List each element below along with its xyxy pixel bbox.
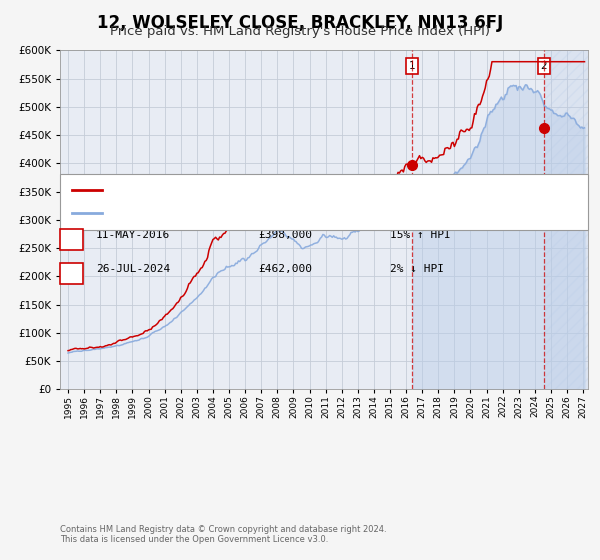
Text: £462,000: £462,000: [258, 264, 312, 274]
Text: £398,000: £398,000: [258, 230, 312, 240]
Text: 26-JUL-2024: 26-JUL-2024: [96, 264, 170, 274]
Text: 12, WOLSELEY CLOSE, BRACKLEY, NN13 6FJ (detached house): 12, WOLSELEY CLOSE, BRACKLEY, NN13 6FJ (…: [111, 185, 433, 195]
Bar: [544, 50, 591, 389]
Text: 2: 2: [541, 60, 547, 71]
Text: HPI: Average price, detached house, West Northamptonshire: HPI: Average price, detached house, West…: [111, 208, 428, 218]
Text: 11-MAY-2016: 11-MAY-2016: [96, 230, 170, 240]
Text: 1: 1: [409, 60, 415, 71]
Bar: [544, 50, 591, 389]
Text: 2: 2: [68, 264, 75, 274]
Text: 1: 1: [68, 230, 75, 240]
Text: 2% ↓ HPI: 2% ↓ HPI: [390, 264, 444, 274]
Text: Contains HM Land Registry data © Crown copyright and database right 2024.
This d: Contains HM Land Registry data © Crown c…: [60, 525, 386, 544]
Text: 12, WOLSELEY CLOSE, BRACKLEY, NN13 6FJ: 12, WOLSELEY CLOSE, BRACKLEY, NN13 6FJ: [97, 14, 503, 32]
Text: 15% ↑ HPI: 15% ↑ HPI: [390, 230, 451, 240]
Text: Price paid vs. HM Land Registry's House Price Index (HPI): Price paid vs. HM Land Registry's House …: [110, 25, 490, 38]
